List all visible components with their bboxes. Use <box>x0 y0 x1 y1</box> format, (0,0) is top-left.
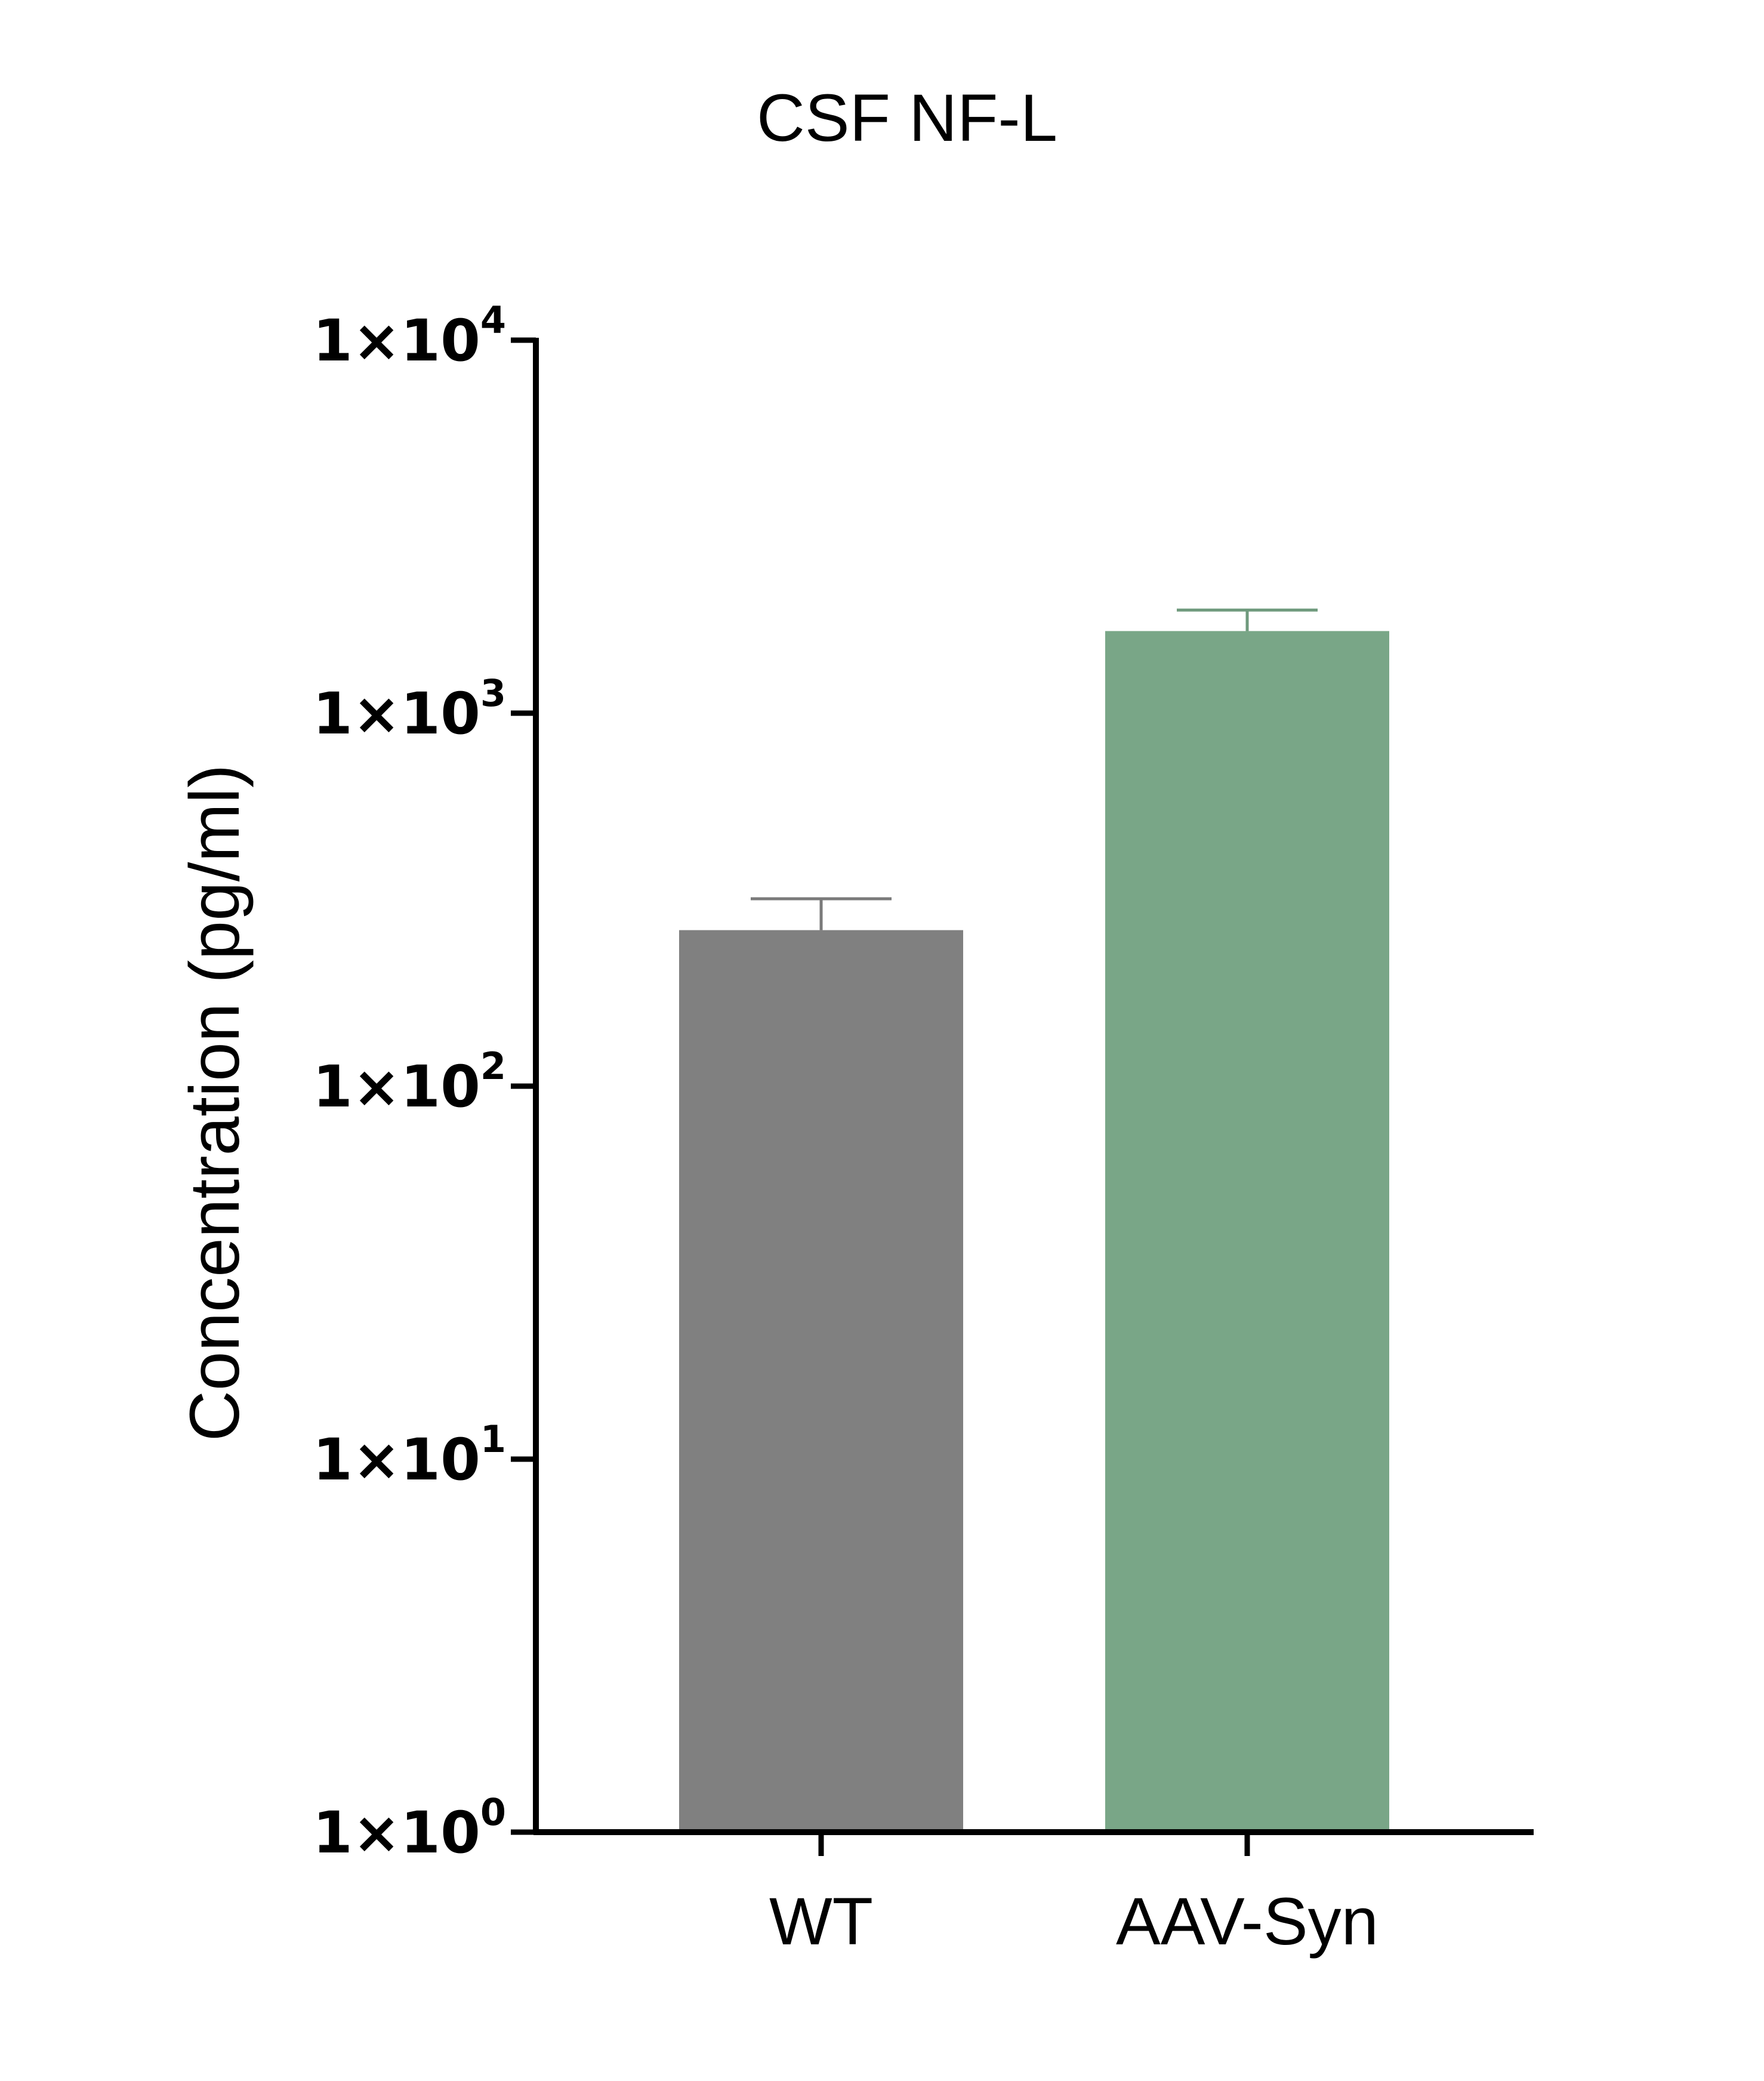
y-tick-mantissa: 1×10 <box>313 1799 480 1866</box>
x-ticks-group: WT AAV-Syn <box>769 1832 1378 1959</box>
x-tick-label: WT <box>769 1884 873 1959</box>
y-tick-label: 1×103 <box>313 671 506 747</box>
y-axis-label: Concentration (pg/ml) <box>175 764 254 1442</box>
y-tick-label: 1×102 <box>313 1044 506 1120</box>
x-tick-label: AAV-Syn <box>1116 1884 1378 1959</box>
bar-aav-syn <box>1105 631 1389 1832</box>
bar-wt <box>679 930 963 1832</box>
y-tick-label: 1×100 <box>313 1790 506 1866</box>
y-tick-exponent: 0 <box>480 1790 506 1834</box>
y-tick-mantissa: 1×10 <box>313 1053 480 1120</box>
y-tick-label: 1×101 <box>313 1417 506 1493</box>
error-bar-wt <box>751 897 892 930</box>
y-tick-exponent: 2 <box>480 1044 506 1088</box>
chart-title: CSF NF-L <box>757 81 1057 155</box>
y-tick-mantissa: 1×10 <box>313 307 480 374</box>
y-tick-exponent: 4 <box>480 298 506 342</box>
y-tick-label: 1×104 <box>313 298 506 374</box>
error-bar-aav-syn <box>1177 608 1318 631</box>
y-tick-exponent: 3 <box>480 671 506 715</box>
y-tick-mantissa: 1×10 <box>313 680 480 747</box>
y-tick-exponent: 1 <box>480 1417 506 1461</box>
y-tick-mantissa: 1×10 <box>313 1426 480 1493</box>
error-bars-group <box>751 608 1318 930</box>
bars-group <box>679 631 1389 1832</box>
